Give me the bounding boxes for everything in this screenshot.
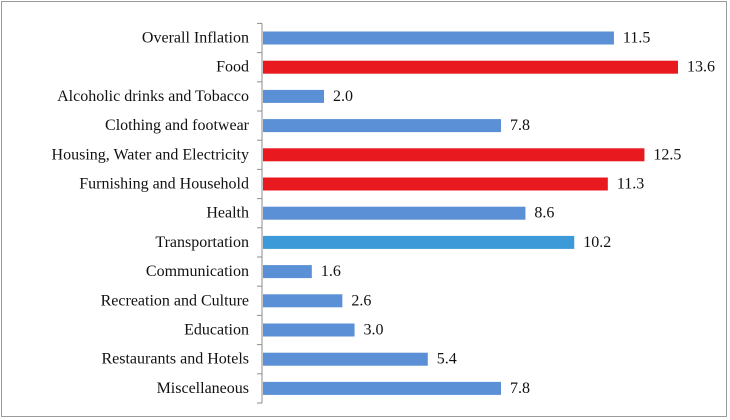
value-label: 7.8 <box>510 117 530 134</box>
bar <box>263 31 614 45</box>
category-label: Overall Inflation <box>142 30 249 47</box>
bar <box>263 381 502 395</box>
category-label: Communication <box>146 263 249 280</box>
value-label: 8.6 <box>534 205 554 222</box>
category-label: Food <box>216 59 249 76</box>
category-label: Miscellaneous <box>157 380 249 397</box>
value-label: 2.0 <box>333 88 353 105</box>
bar <box>263 352 428 366</box>
bar <box>263 206 526 220</box>
category-label: Furnishing and Household <box>79 176 249 193</box>
value-label: 3.0 <box>364 322 384 339</box>
category-label: Clothing and footwear <box>105 117 250 134</box>
bar <box>263 294 343 308</box>
value-label: 11.3 <box>617 176 644 193</box>
value-label: 2.6 <box>351 292 371 309</box>
category-label: Housing, Water and Electricity <box>52 146 249 163</box>
category-label: Transportation <box>155 234 249 251</box>
value-label: 13.6 <box>687 59 715 76</box>
value-label: 12.5 <box>653 146 681 163</box>
bar <box>263 323 355 337</box>
value-label: 11.5 <box>623 30 650 47</box>
bar <box>263 89 325 103</box>
bar <box>263 177 608 191</box>
category-label: Health <box>206 205 249 222</box>
value-label: 7.8 <box>510 380 530 397</box>
value-label: 10.2 <box>583 234 611 251</box>
category-label: Restaurants and Hotels <box>101 351 249 368</box>
value-label: 5.4 <box>437 351 457 368</box>
category-label: Education <box>184 322 249 339</box>
value-label: 1.6 <box>321 263 341 280</box>
bar <box>263 60 678 74</box>
bar <box>263 235 575 249</box>
bar <box>263 265 312 279</box>
bar <box>263 148 645 162</box>
category-label: Recreation and Culture <box>101 292 249 309</box>
category-label: Alcoholic drinks and Tobacco <box>57 88 249 105</box>
bar <box>263 119 502 133</box>
